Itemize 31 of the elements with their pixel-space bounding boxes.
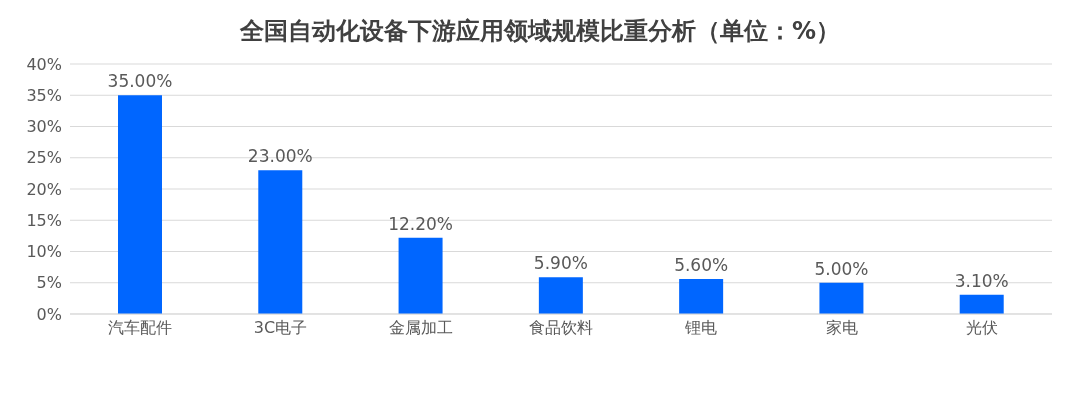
y-tick-label: 30% <box>26 117 62 137</box>
bar <box>959 294 1004 314</box>
x-tick-label: 光伏 <box>965 318 998 338</box>
data-label: 35.00% <box>107 71 173 92</box>
y-tick-label: 15% <box>26 210 62 230</box>
x-tick-label: 食品饮料 <box>529 318 593 338</box>
x-tick-label: 3C电子 <box>253 318 308 338</box>
y-tick-label: 0% <box>36 304 62 324</box>
x-tick-label: 汽车配件 <box>108 318 173 338</box>
data-label: 12.20% <box>388 213 453 234</box>
x-tick-label: 锂电 <box>684 318 718 338</box>
x-tick-label: 金属加工 <box>388 318 453 338</box>
y-tick-label: 10% <box>26 242 62 262</box>
bar <box>118 95 162 314</box>
data-label: 5.00% <box>814 258 869 279</box>
bar <box>538 277 583 314</box>
bar <box>398 237 443 314</box>
y-tick-label: 5% <box>36 273 62 293</box>
y-tick-label: 35% <box>26 85 62 105</box>
y-tick-label: 25% <box>26 148 62 168</box>
data-label: 5.60% <box>674 255 729 275</box>
y-tick-label: 40% <box>26 54 62 74</box>
data-label: 3.10% <box>954 270 1009 291</box>
y-tick-label: 20% <box>26 179 62 199</box>
data-label: 23.00% <box>247 146 313 167</box>
chart-title: 全国自动化设备下游应用领域规模比重分析（单位：%） <box>238 16 841 47</box>
bar <box>679 279 724 314</box>
bar <box>258 170 303 314</box>
bar <box>819 282 864 314</box>
x-tick-label: 家电 <box>825 318 858 338</box>
data-label: 5.90% <box>533 253 588 274</box>
